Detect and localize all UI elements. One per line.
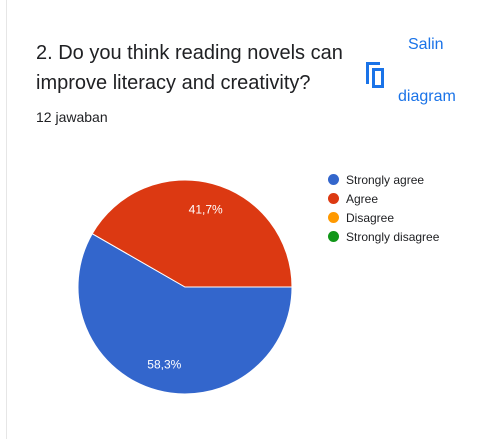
legend-swatch [328,193,339,204]
legend-label: Strongly disagree [346,229,440,244]
legend-swatch [328,231,339,242]
response-count: 12 jawaban [36,109,108,125]
copy-chart-button[interactable]: Salin diagram [358,30,478,120]
legend-label: Agree [346,191,379,206]
legend-label: Strongly agree [346,172,425,187]
question-title: 2. Do you think reading novels can impro… [36,42,343,94]
pie-slice-strongly-agree [77,233,293,395]
pie-slice-agree [91,179,293,288]
legend-item[interactable]: Disagree [328,208,439,227]
legend-swatch [328,212,339,223]
legend-label: Disagree [346,210,395,225]
copy-chart-label-line2: diagram [398,88,456,105]
legend-item[interactable]: Strongly disagree [328,227,439,246]
pie-data-label: 58,3% [147,358,181,372]
pie-data-label: 41,7% [189,202,223,216]
legend-swatch [328,174,339,185]
copy-chart-label-line1: Salin [408,36,444,53]
card-border [6,0,7,439]
legend-item[interactable]: Strongly agree [328,170,439,189]
copy-icon [366,62,384,88]
chart-legend: Strongly agree Agree Disagree Strongly disa… [328,170,439,246]
legend-item[interactable]: Agree [328,189,439,208]
